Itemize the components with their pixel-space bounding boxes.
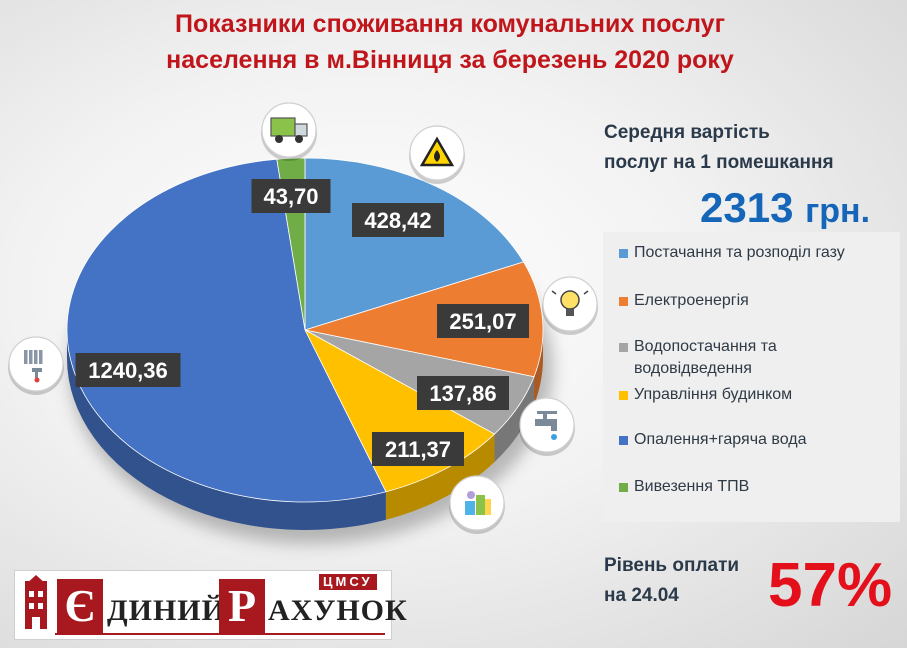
- data-label-3: 211,37: [372, 432, 464, 466]
- data-label-2: 137,86: [417, 376, 509, 410]
- chart-legend: Постачання та розподіл газу Електроенергі…: [603, 232, 900, 522]
- data-label-text-0: 428,42: [364, 208, 431, 233]
- data-label-box-0: [352, 203, 444, 237]
- pie-side-3: [385, 434, 495, 520]
- radiator-tap-icon: [8, 336, 64, 395]
- average-cost-label: Середня вартість послуг на 1 помешкання: [604, 118, 834, 178]
- data-label-text-1: 251,07: [449, 309, 516, 334]
- data-label-text-2: 137,86: [429, 381, 496, 406]
- pie-side-4: [67, 330, 386, 530]
- chart-title-line1: Показники споживання комунальних послуг: [175, 10, 725, 38]
- legend-item-2: Водопостачання та водовідведення: [619, 336, 896, 380]
- chart-title-line2: населення в м.Вінниця за березень 2020 р…: [166, 46, 734, 74]
- legend-label-5: Вивезення ТПВ: [634, 478, 750, 495]
- pie-slice-4: [66, 158, 387, 503]
- legend-label-0: Постачання та розподіл газу: [634, 244, 845, 261]
- cleaning-supplies-icon: [449, 475, 505, 534]
- city-crest-icon: [19, 575, 53, 633]
- light-bulb-icon: [542, 276, 598, 335]
- legend-swatch-1: [619, 297, 628, 306]
- legend-label-1: Електроенергія: [634, 292, 749, 309]
- data-label-1: 251,07: [437, 304, 529, 338]
- data-label-4: 1240,36: [75, 353, 181, 387]
- legend-swatch-0: [619, 249, 628, 258]
- average-cost-number: 2313: [700, 184, 794, 231]
- logo-letter-r: Р: [219, 579, 265, 633]
- average-cost-unit: грн.: [805, 192, 871, 230]
- legend-item-3: Управління будинком: [619, 384, 896, 406]
- legend-swatch-4: [619, 436, 628, 445]
- pie-slice-0: [304, 157, 525, 331]
- yedynyi-rakhunok-logo: Є ДИНИЙ Р АХУНОК ЦМСУ: [14, 570, 407, 640]
- logo-word-dynyi: ДИНИЙ: [107, 594, 226, 627]
- legend-swatch-3: [619, 391, 628, 400]
- data-label-text-5: 43,70: [263, 184, 318, 209]
- data-label-5: 43,70: [251, 179, 331, 213]
- average-cost-value: 2313 грн.: [700, 180, 870, 239]
- legend-swatch-5: [619, 483, 628, 492]
- legend-label-4: Опалення+гаряча вода: [634, 431, 807, 448]
- legend-label-2: Водопостачання та водовідведення: [634, 338, 777, 377]
- logo-tsmsu-badge: ЦМСУ: [319, 574, 377, 590]
- garbage-truck-icon: [261, 102, 317, 161]
- payment-level-label-line1: Рівень оплати: [604, 555, 740, 576]
- water-tap-icon: [519, 397, 575, 456]
- data-label-text-3: 211,37: [385, 437, 451, 462]
- payment-level-label-line2: на 24.04: [604, 585, 679, 606]
- data-label-0: 428,42: [352, 203, 444, 237]
- legend-item-0: Постачання та розподіл газу: [619, 242, 896, 264]
- chart-title: Показники споживання комунальних послуг …: [60, 6, 840, 78]
- pie-slices: [66, 157, 544, 503]
- data-label-text-4: 1240,36: [88, 358, 168, 383]
- payment-level-value: 57%: [768, 551, 893, 620]
- legend-item-4: Опалення+гаряча вода: [619, 429, 896, 451]
- legend-item-5: Вивезення ТПВ: [619, 476, 896, 498]
- average-cost-label-line2: послуг на 1 помешкання: [604, 152, 834, 173]
- payment-level-label: Рівень оплати на 24.04: [604, 551, 739, 611]
- logo-word-akhunok: АХУНОК: [268, 594, 408, 627]
- legend-label-3: Управління будинком: [634, 386, 793, 403]
- data-label-box-2: [417, 376, 509, 410]
- gas-flame-warning-icon: [409, 125, 465, 184]
- logo-underline: [55, 633, 385, 635]
- pie-sides: [67, 330, 543, 530]
- pie-side-2: [494, 376, 535, 463]
- logo-letter-ye: Є: [57, 579, 103, 633]
- pie-side-1: [534, 330, 543, 405]
- data-label-box-3: [372, 432, 464, 466]
- pie-slice-1: [304, 261, 544, 378]
- data-label-box-1: [437, 304, 529, 338]
- legend-item-1: Електроенергія: [619, 290, 896, 312]
- average-cost-label-line1: Середня вартість: [604, 122, 770, 143]
- data-label-box-5: [251, 179, 331, 213]
- legend-swatch-2: [619, 343, 628, 352]
- data-label-box-4: [75, 353, 181, 387]
